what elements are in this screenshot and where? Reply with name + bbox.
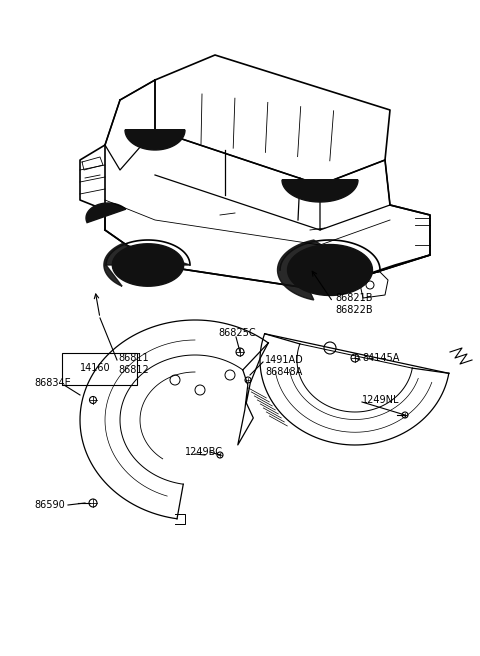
Circle shape [318,258,342,282]
Text: 86821B: 86821B [335,293,372,303]
Text: 86825C: 86825C [218,328,256,338]
Text: 1249NL: 1249NL [362,395,399,405]
Text: 14160: 14160 [80,363,110,373]
Text: 86848A: 86848A [265,367,302,377]
Text: 86834E: 86834E [34,378,71,388]
Polygon shape [277,240,360,300]
Text: 86822B: 86822B [335,305,372,315]
Polygon shape [86,203,126,222]
Polygon shape [112,244,184,286]
Text: 86811: 86811 [118,353,149,363]
Text: 84145A: 84145A [362,353,399,363]
Circle shape [138,255,158,275]
Text: 86590: 86590 [34,500,65,510]
Polygon shape [104,244,190,286]
Text: 86812: 86812 [118,365,149,375]
Polygon shape [282,180,358,202]
Text: 1491AD: 1491AD [265,355,304,365]
Polygon shape [288,245,372,295]
Text: 1249BC: 1249BC [185,447,223,457]
Polygon shape [125,130,185,150]
Bar [62,353,137,385]
